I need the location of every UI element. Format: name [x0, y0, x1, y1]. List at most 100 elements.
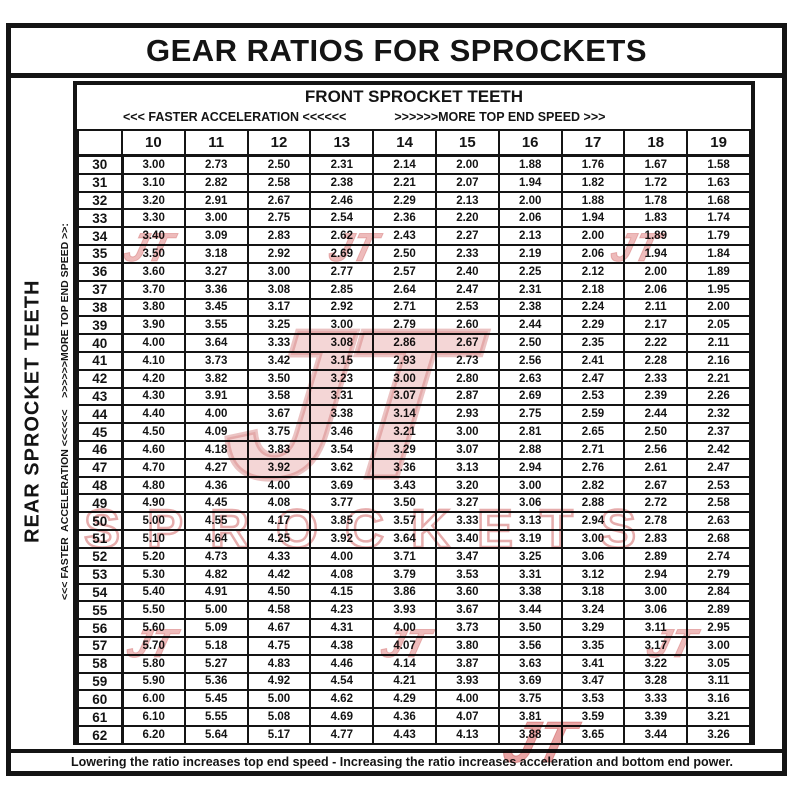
table-row: 30 3.00 2.73 2.50 2.31 2.14 2.00 1.88 1.76 1.67 1.…: [77, 154, 751, 175]
ratio-cell: 3.71: [372, 546, 437, 567]
front-teeth-col-header: 11: [183, 129, 249, 157]
ratio-cell: 5.30: [121, 564, 186, 585]
ratio-cell: 3.06: [623, 600, 689, 621]
ratio-cell: 3.58: [246, 386, 312, 407]
ratio-cell: 3.30: [121, 208, 186, 229]
ratio-cell: 4.55: [183, 511, 249, 532]
ratio-cell: 3.25: [246, 315, 312, 336]
ratio-cell: 4.00: [246, 475, 312, 496]
ratio-cell: 2.53: [686, 475, 751, 496]
ratio-cell: 3.00: [560, 529, 626, 549]
ratio-cell: 4.33: [246, 546, 312, 567]
ratio-cell: 3.07: [434, 440, 500, 460]
ratio-cell: 2.82: [183, 172, 249, 193]
rear-teeth-row-header: 53: [77, 564, 124, 585]
ratio-cell: 3.15: [309, 350, 375, 371]
ratio-cell: 3.75: [497, 689, 563, 710]
content-area: REAR SPROCKET TEETH <<< FASTER ACCELERAT…: [11, 78, 782, 745]
rear-teeth-row-header: 56: [77, 618, 124, 638]
ratio-cell: 2.75: [246, 208, 312, 229]
ratio-cell: 2.26: [686, 386, 751, 407]
ratio-cell: 1.84: [686, 244, 751, 264]
ratio-cell: 3.81: [497, 707, 563, 728]
ratio-cell: 2.69: [309, 244, 375, 264]
ratio-cell: 3.21: [686, 707, 751, 728]
ratio-cell: 1.58: [686, 154, 751, 175]
ratio-cell: 3.73: [183, 350, 249, 371]
left-axis-strip: REAR SPROCKET TEETH <<< FASTER ACCELERAT…: [11, 78, 73, 745]
ratio-cell: 4.30: [121, 386, 186, 407]
ratio-cell: 3.67: [434, 600, 500, 621]
ratio-cell: 3.36: [183, 279, 249, 300]
ratio-cell: 3.18: [560, 582, 626, 603]
ratio-cell: 2.28: [623, 350, 689, 371]
ratio-cell: 4.70: [121, 457, 186, 478]
ratio-cell: 2.83: [246, 226, 312, 247]
ratio-cell: 5.20: [121, 546, 186, 567]
ratio-cell: 3.42: [246, 350, 312, 371]
rear-teeth-row-header: 54: [77, 582, 124, 603]
ratio-cell: 3.06: [497, 493, 563, 514]
corner-cell: [77, 129, 123, 157]
rear-teeth-row-header: 40: [77, 333, 124, 353]
ratio-cell: 2.21: [372, 172, 437, 193]
table-row: 34 3.40 3.09 2.83 2.62 2.43 2.27 2.13 2.00 1.89 1.…: [77, 226, 751, 247]
ratio-cell: 3.50: [246, 368, 312, 389]
ratio-cell: 3.44: [623, 725, 689, 745]
ratio-cell: 3.27: [183, 261, 249, 282]
ratio-cell: 3.38: [497, 582, 563, 603]
ratio-cell: 2.44: [623, 404, 689, 425]
table-row: 38 3.80 3.45 3.17 2.92 2.71 2.53 2.38 2.24 2.11 2.…: [77, 297, 751, 318]
ratio-cell: 3.93: [372, 600, 437, 621]
ratio-cell: 2.41: [560, 350, 626, 371]
ratio-cell: 1.89: [623, 226, 689, 247]
ratio-cell: 4.23: [309, 600, 375, 621]
ratio-cell: 2.42: [686, 440, 751, 460]
page-title: GEAR RATIOS FOR SPROCKETS: [11, 28, 782, 78]
ratio-cell: 1.79: [686, 226, 751, 247]
rear-sprocket-axis-label: REAR SPROCKET TEETH: [21, 279, 44, 544]
ratio-cell: 3.82: [183, 368, 249, 389]
ratio-cell: 2.92: [309, 297, 375, 318]
ratio-cell: 3.35: [560, 635, 626, 656]
rear-teeth-row-header: 51: [77, 529, 124, 549]
ratio-cell: 2.19: [497, 244, 563, 264]
sprocket-table-box: FRONT SPROCKET TEETH <<< FASTER ACCELERA…: [73, 81, 755, 745]
ratio-cell: 1.94: [560, 208, 626, 229]
ratio-cell: 1.63: [686, 172, 751, 193]
ratio-cell: 2.67: [623, 475, 689, 496]
ratio-cell: 2.89: [623, 546, 689, 567]
rear-teeth-row-header: 44: [77, 404, 124, 425]
ratio-cell: 4.62: [309, 689, 375, 710]
ratio-cell: 2.94: [623, 564, 689, 585]
ratio-cell: 5.00: [183, 600, 249, 621]
ratio-cell: 3.00: [372, 368, 437, 389]
ratio-cell: 3.12: [560, 564, 626, 585]
ratio-cell: 2.39: [623, 386, 689, 407]
ratio-cell: 3.83: [246, 440, 312, 460]
ratio-cell: 2.12: [560, 261, 626, 282]
ratio-cell: 3.64: [372, 529, 437, 549]
ratio-cell: 2.54: [309, 208, 375, 229]
ratio-cell: 4.73: [183, 546, 249, 567]
ratio-cell: 3.14: [372, 404, 437, 425]
faster-acceleration-label: <<< FASTER ACCELERATION <<<<<<: [123, 110, 347, 124]
ratio-cell: 2.77: [309, 261, 375, 282]
ratio-cell: 3.88: [497, 725, 563, 745]
ratio-cell: 2.00: [623, 261, 689, 282]
front-teeth-col-header: 12: [246, 129, 312, 157]
ratio-cell: 2.47: [686, 457, 751, 478]
ratio-cell: 3.67: [246, 404, 312, 425]
ratio-cell: 2.63: [497, 368, 563, 389]
ratio-cell: 3.53: [434, 564, 500, 585]
ratio-cell: 2.21: [686, 368, 751, 389]
rear-teeth-row-header: 60: [77, 689, 124, 710]
ratio-cell: 4.00: [183, 404, 249, 425]
table-row: 48 4.80 4.36 4.00 3.69 3.43 3.20 3.00 2.82 2.67 2.…: [77, 475, 751, 496]
ratio-cell: 3.08: [246, 279, 312, 300]
ratio-cell: 3.33: [246, 333, 312, 353]
ratio-cell: 3.20: [121, 190, 186, 211]
ratio-cell: 3.09: [183, 226, 249, 247]
ratio-cell: 2.74: [686, 546, 751, 567]
ratio-cell: 2.68: [686, 529, 751, 549]
